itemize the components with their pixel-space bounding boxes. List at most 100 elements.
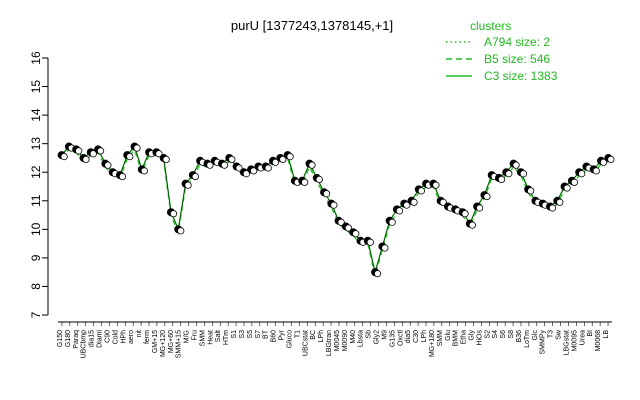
plot-area bbox=[57, 142, 615, 278]
y-tick-label: 15 bbox=[29, 80, 43, 94]
x-tick-label: Sb bbox=[366, 330, 373, 339]
data-point bbox=[337, 218, 345, 226]
data-point bbox=[301, 178, 309, 186]
data-point bbox=[206, 161, 214, 169]
data-point bbox=[483, 192, 491, 201]
x-tick-label: T1 bbox=[294, 330, 301, 338]
data-point bbox=[592, 167, 600, 175]
data-point bbox=[352, 230, 360, 238]
data-point bbox=[235, 164, 243, 172]
data-point bbox=[242, 170, 250, 178]
x-tick-label: Lbsta bbox=[358, 330, 365, 347]
data-point bbox=[563, 184, 571, 192]
data-point bbox=[308, 161, 316, 169]
x-tick-label: SMM bbox=[199, 330, 206, 347]
x-tick-label: Urea bbox=[579, 330, 586, 345]
y-tick-label: 11 bbox=[29, 194, 43, 207]
x-tick-label: MG+120 bbox=[160, 330, 167, 357]
x-tick-label: M0090 bbox=[342, 330, 349, 352]
x-tick-label: dia15 bbox=[89, 330, 96, 347]
data-point bbox=[548, 204, 557, 212]
data-point bbox=[177, 227, 185, 235]
data-point bbox=[250, 167, 258, 175]
x-tick-label: dia5 bbox=[405, 330, 412, 343]
x-tick-label: Sw bbox=[556, 329, 563, 340]
data-point bbox=[607, 155, 615, 164]
data-point bbox=[75, 147, 83, 155]
data-point bbox=[169, 210, 178, 218]
x-tick-label: Glc bbox=[532, 330, 539, 341]
x-tick-label: BI bbox=[587, 330, 594, 337]
x-tick-label: Cold bbox=[112, 330, 119, 345]
data-point bbox=[417, 187, 425, 195]
y-tick-label: 10 bbox=[29, 222, 43, 236]
data-point bbox=[373, 270, 382, 278]
data-point bbox=[264, 164, 272, 172]
x-tick-label: MG+180 bbox=[429, 330, 436, 357]
x-tick-label: LB bbox=[603, 330, 610, 339]
data-point bbox=[432, 181, 440, 189]
legend: clusters A794 size: 2 B5 size: 546 C3 size… bbox=[446, 19, 558, 83]
x-tick-label: B36 bbox=[516, 330, 523, 343]
data-point bbox=[315, 175, 323, 184]
x-tick-label: Glu bbox=[445, 330, 452, 341]
x-tick-label: LBGstat bbox=[563, 330, 570, 355]
data-point bbox=[497, 175, 506, 184]
data-point bbox=[162, 155, 170, 164]
data-point bbox=[381, 244, 389, 252]
x-tick-label: G135 bbox=[389, 330, 396, 347]
data-point bbox=[366, 238, 374, 246]
chart-title: purU [1377243,1378145,+1] bbox=[231, 18, 393, 33]
x-tick-label: HPh bbox=[120, 330, 127, 344]
x-tick-label: LPh bbox=[318, 330, 325, 343]
x-tick-label: S6 bbox=[500, 330, 507, 339]
x-tick-label: Etha bbox=[461, 330, 468, 345]
x-tick-label: G150 bbox=[57, 330, 64, 347]
y-tick-label: 12 bbox=[29, 165, 43, 179]
data-point bbox=[126, 152, 134, 161]
x-tick-label: Diami bbox=[97, 330, 104, 348]
data-point bbox=[461, 210, 469, 218]
x-tick-label: GM+15 bbox=[152, 330, 159, 353]
data-point bbox=[519, 170, 527, 178]
x-tick-label: MG+60 bbox=[168, 330, 175, 353]
y-tick-label: 14 bbox=[29, 108, 43, 122]
x-tick-label: C30 bbox=[413, 330, 420, 343]
data-point bbox=[155, 150, 163, 158]
x-tick-label: ferm bbox=[144, 330, 151, 344]
x-tick-label: BT bbox=[263, 329, 270, 339]
x-tick-label: M0068 bbox=[595, 330, 602, 352]
x-tick-label: Pyr bbox=[279, 329, 286, 340]
data-point bbox=[330, 201, 338, 209]
data-point bbox=[220, 161, 229, 169]
x-tick-label: aero bbox=[128, 330, 135, 344]
data-point bbox=[410, 198, 418, 206]
x-tick-label: SMMPy bbox=[540, 330, 547, 355]
x-tick-label: M/G bbox=[184, 330, 191, 343]
x-tick-label: Gly bbox=[469, 330, 476, 341]
x-tick-label: BMM bbox=[453, 330, 460, 347]
data-point bbox=[599, 158, 608, 166]
data-point bbox=[286, 152, 294, 161]
data-point bbox=[403, 201, 411, 209]
data-point bbox=[104, 161, 112, 169]
x-tick-label: T3 bbox=[548, 330, 555, 338]
x-tick-label: S1 bbox=[231, 330, 238, 339]
x-tick-label: SMM+15 bbox=[176, 330, 183, 358]
y-tick-label: 8 bbox=[29, 283, 43, 290]
x-tick-label: LoTm bbox=[524, 330, 531, 348]
data-point bbox=[140, 167, 148, 175]
data-point bbox=[82, 155, 90, 164]
legend-label: A794 size: 2 bbox=[484, 35, 550, 49]
data-point bbox=[476, 204, 484, 212]
x-tick-label: Paraq bbox=[73, 330, 80, 349]
data-point bbox=[527, 187, 535, 195]
data-point bbox=[60, 152, 68, 161]
x-tick-label: S2 bbox=[484, 330, 491, 339]
x-tick-label: S4 bbox=[492, 330, 499, 339]
x-tick-label: S5 bbox=[247, 330, 254, 339]
data-point bbox=[322, 190, 331, 198]
data-point bbox=[344, 224, 353, 232]
data-point bbox=[512, 161, 520, 169]
